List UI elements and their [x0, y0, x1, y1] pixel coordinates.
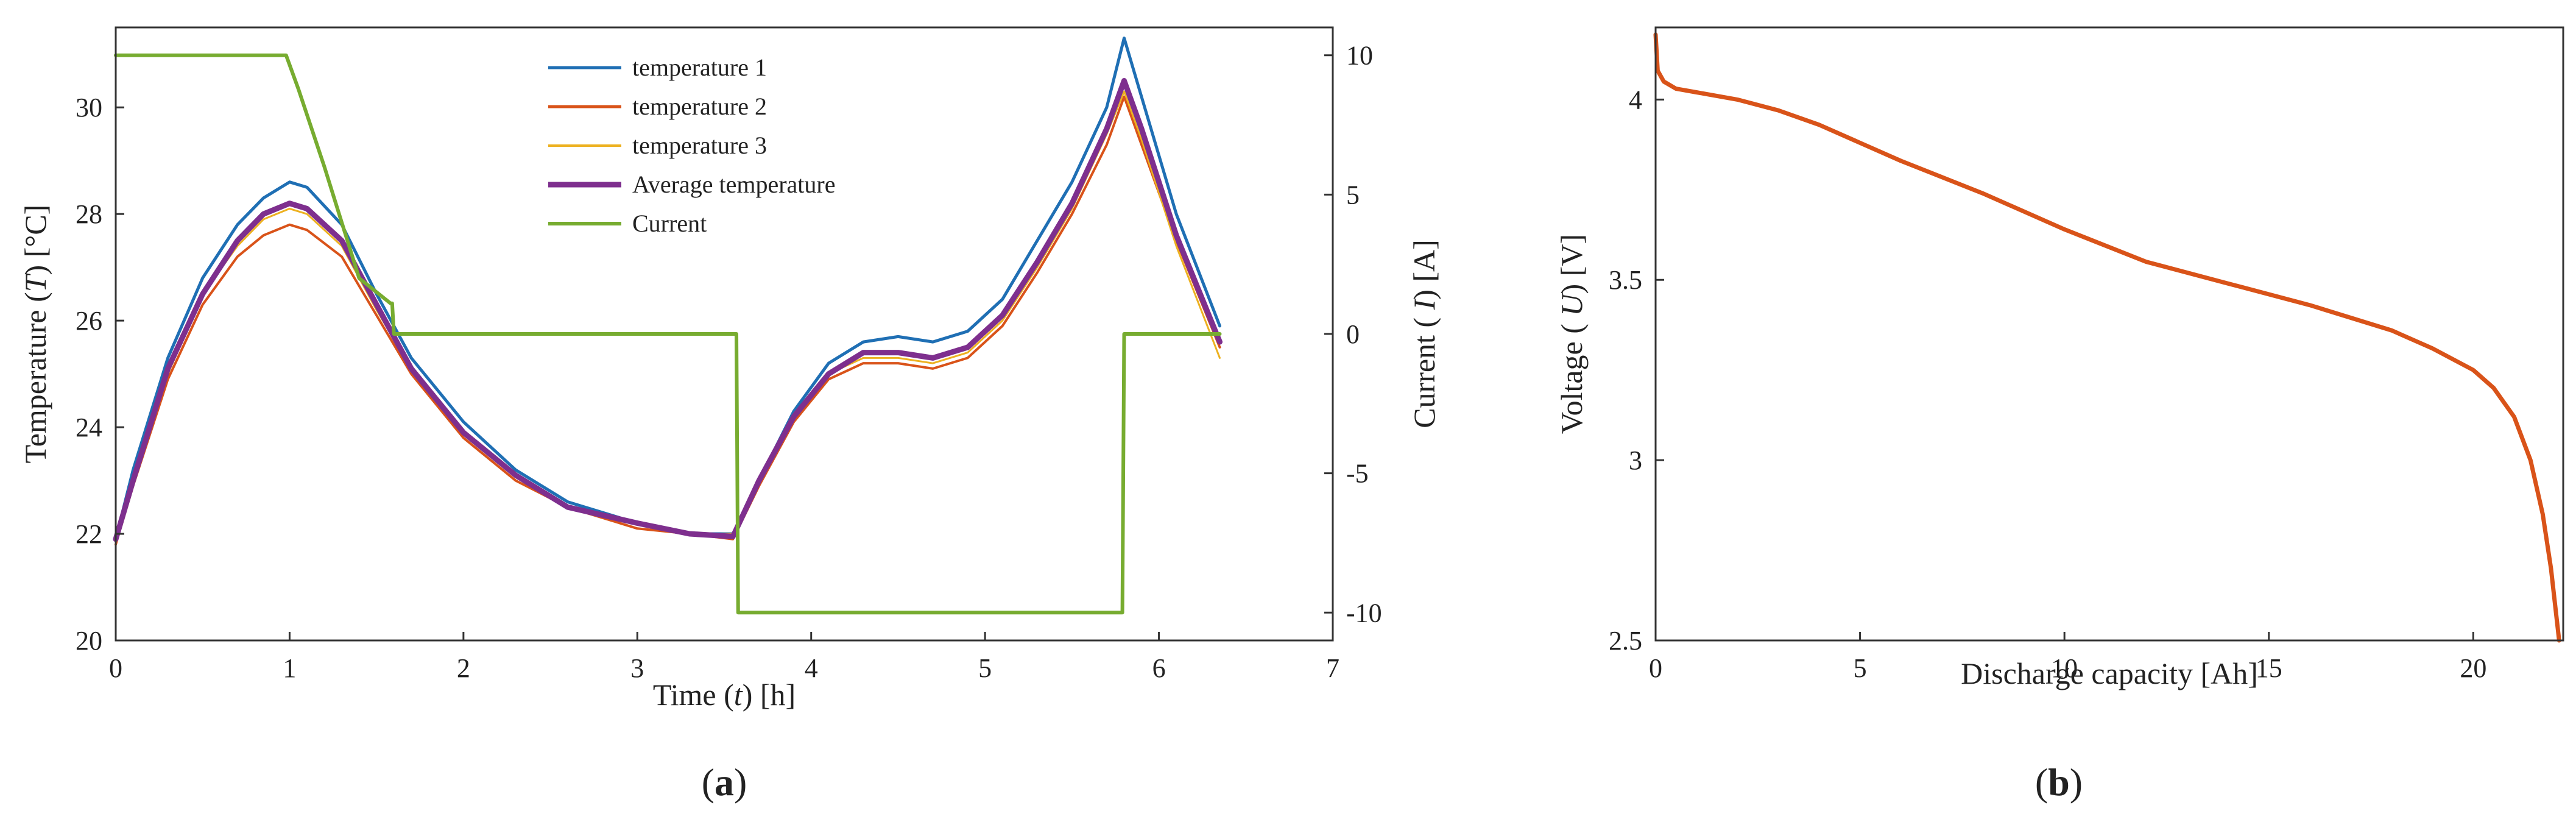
- x-tick-label: 0: [1649, 653, 1662, 683]
- y-tick-label: 28: [76, 199, 102, 229]
- panel-a-left-y-axis-label: Temperature (T) [°C]: [18, 205, 52, 464]
- x-tick-label: 0: [109, 653, 122, 683]
- x-tick-label: 7: [1326, 653, 1339, 683]
- panel-b-caption-label: (b): [2035, 760, 2083, 804]
- panel-b-plot-frame: [1654, 26, 2564, 642]
- x-tick-label: 1: [283, 653, 296, 683]
- x-tick-label: 2: [457, 653, 470, 683]
- series-line-voltage: [1653, 32, 2561, 643]
- panel-a-right-y-axis-label: Current ( I) [A]: [1407, 239, 1441, 428]
- y-tick-label: 24: [76, 413, 102, 442]
- panel-a: 0 1 2 3 4 5 6 7 20 22 24 26 28 30 10 5 0 -5 -10 temperat…: [18, 26, 1441, 804]
- x-tick-label: 6: [1152, 653, 1166, 683]
- right-y-tick-label: -10: [1346, 598, 1382, 628]
- panel-b-y-ticks: 2.5 3 3.5 4: [1609, 85, 1664, 656]
- y-tick-label: 22: [76, 519, 102, 549]
- legend-label-temperature-2: temperature 2: [632, 93, 767, 120]
- x-tick-label: 5: [978, 653, 992, 683]
- y-tick-label: 26: [76, 306, 102, 336]
- right-y-tick-label: 10: [1346, 41, 1373, 71]
- panel-a-series-group: [113, 37, 1223, 615]
- x-tick-label: 3: [630, 653, 644, 683]
- y-tick-label: 3: [1629, 445, 1642, 475]
- y-tick-label: 3.5: [1609, 265, 1642, 295]
- x-tick-label: 4: [805, 653, 818, 683]
- legend-label-current: Current: [632, 210, 707, 237]
- panel-b-x-ticks: 0 5 10 15 20: [1649, 632, 2486, 683]
- y-tick-label: 2.5: [1609, 626, 1642, 656]
- panel-a-legend: temperature 1 temperature 2 temperature …: [548, 54, 836, 237]
- legend-label-temperature-3: temperature 3: [632, 132, 767, 159]
- x-tick-label: 20: [2460, 653, 2486, 683]
- panel-b-y-axis-label: Voltage ( U) [V]: [1554, 234, 1589, 434]
- right-y-tick-label: 5: [1346, 180, 1360, 210]
- series-line-current: [114, 53, 1222, 615]
- panel-a-right-y-ticks: 10 5 0 -5 -10: [1324, 41, 1382, 628]
- panel-a-caption-label: (a): [702, 760, 747, 804]
- x-tick-label: 5: [1854, 653, 1867, 683]
- panel-a-x-ticks: 0 1 2 3 4 5 6 7: [109, 632, 1339, 683]
- panel-b-x-axis-label: Discharge capacity [Ah]: [1961, 656, 2258, 690]
- right-y-tick-label: 0: [1346, 319, 1360, 349]
- right-y-tick-label: -5: [1346, 459, 1369, 489]
- y-tick-label: 30: [76, 93, 102, 122]
- panel-a-left-y-ticks: 20 22 24 26 28 30: [76, 93, 124, 656]
- y-tick-label: 4: [1629, 85, 1642, 115]
- x-tick-label: 15: [2256, 653, 2282, 683]
- panel-b-series-group: [1653, 32, 2561, 643]
- series-line-temperature-2: [115, 95, 1221, 546]
- x-tick-label: 10: [2051, 653, 2078, 683]
- panel-b: 0 5 10 15 20 2.5 3 3.5 4 Discharge capacity [Ah…: [1554, 26, 2564, 804]
- y-tick-label: 20: [76, 626, 102, 656]
- panel-a-x-axis-label: Time (t) [h]: [653, 678, 796, 712]
- legend-label-temperature-1: temperature 1: [632, 54, 767, 81]
- series-line-average-temperature: [113, 78, 1223, 542]
- legend-label-average-temperature: Average temperature: [632, 171, 836, 198]
